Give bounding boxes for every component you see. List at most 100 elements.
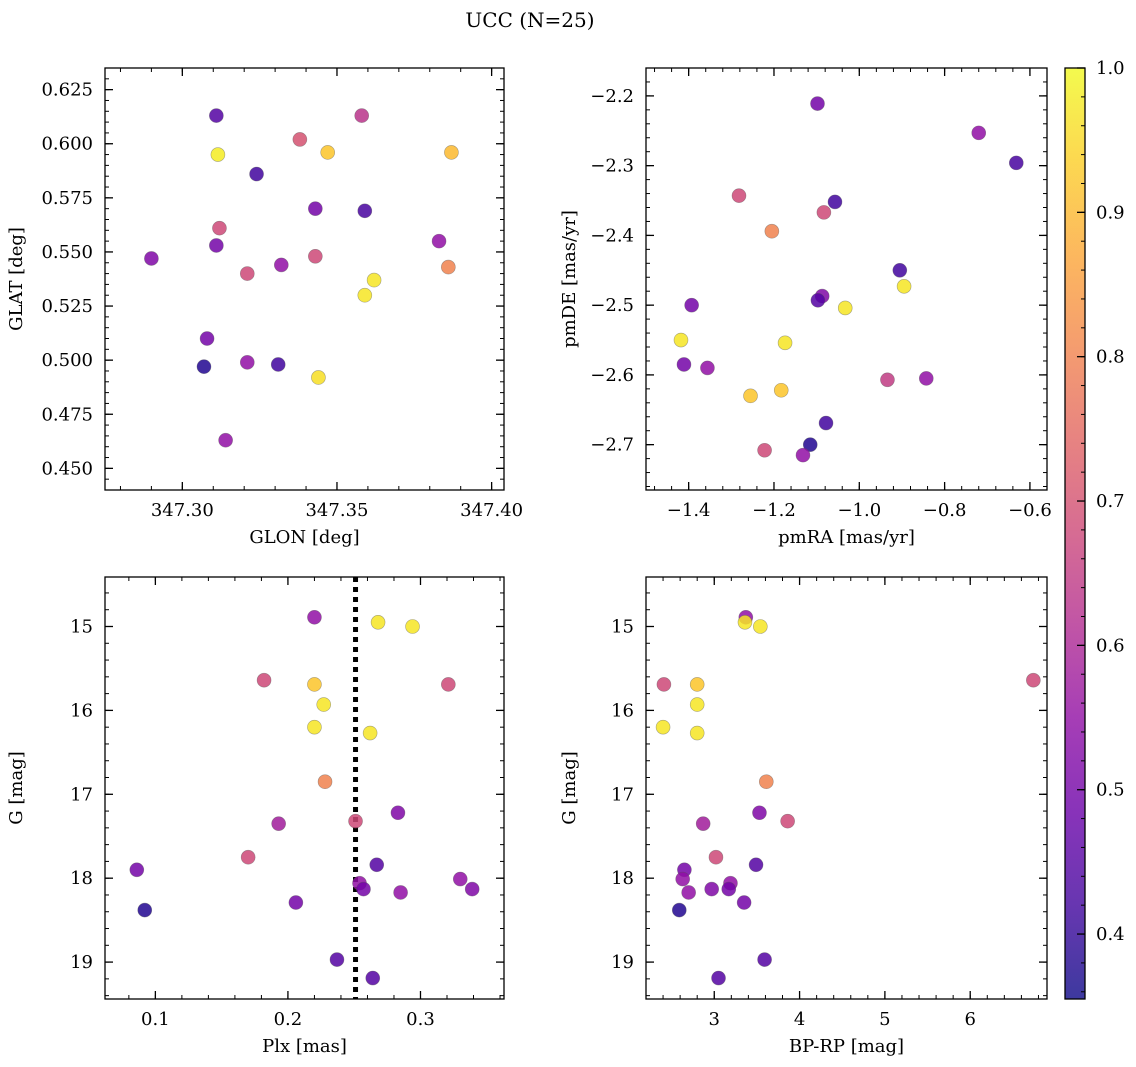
y-tick-label: −2.2: [590, 86, 634, 107]
axes-frame: [645, 67, 1048, 491]
y-tick-label: 19: [70, 952, 93, 973]
axes-frame: [645, 576, 1048, 1000]
y-tick-label: 15: [611, 616, 634, 637]
scatter-point: [288, 895, 304, 910]
y-tick-label: 15: [70, 616, 93, 637]
x-tick-label: 347.30: [151, 500, 214, 521]
scatter-point: [274, 257, 289, 273]
scatter-point: [880, 372, 895, 388]
x-tick-label: 0.2: [274, 1009, 303, 1030]
y-tick-label: 0.625: [41, 80, 93, 101]
scatter-point: [802, 437, 818, 452]
scatter-point: [731, 188, 747, 203]
scatter-point: [210, 147, 226, 162]
scatter-point: [431, 233, 447, 249]
scatter-point: [308, 248, 323, 264]
scatter-point: [689, 677, 705, 692]
scatter-point: [348, 813, 363, 829]
scatter-point: [671, 902, 687, 918]
scatter-point: [365, 970, 381, 986]
scatter-point: [390, 805, 406, 821]
scatter-point: [704, 881, 719, 897]
scatter-point: [795, 447, 811, 463]
scatter-point: [393, 885, 408, 900]
scatter-point: [676, 357, 692, 372]
scatter-point: [317, 774, 333, 790]
scatter-point: [810, 292, 826, 308]
scatter-point: [362, 725, 378, 741]
colorbar-tick-label: 0.7: [1096, 491, 1125, 512]
scatter-point: [1008, 155, 1024, 171]
y-axis-label: G [mag]: [6, 751, 27, 824]
scatter-point: [743, 388, 758, 404]
colorbar: 0.4 0.5 0.6 0.7 0.8 0.9 1.0: [1064, 58, 1125, 1000]
x-axis-label: GLON [deg]: [249, 527, 359, 548]
y-tick-label: 0.575: [41, 188, 93, 209]
x-tick-label: 347.35: [305, 500, 368, 521]
y-tick-label: −2.7: [590, 435, 634, 456]
x-tick-label: −0.6: [1008, 500, 1052, 521]
colorbar-tick-label: 0.8: [1096, 347, 1125, 368]
scatter-point: [753, 619, 768, 634]
y-tick-label: 0.525: [41, 296, 93, 317]
scatter-point: [681, 885, 696, 900]
scatter-point: [441, 259, 456, 275]
scatter-point: [129, 862, 145, 878]
y-tick-label: 16: [611, 700, 634, 721]
scatter-panel-bottom-left: 0.1 0.2 0.3 15 16 17 18 19 Plx [mas] G [mag]: [6, 576, 505, 1057]
scatter-point: [752, 805, 767, 821]
scatter-panel-bottom-right: 3 4 5 6 15 16 17 18 19 BP-RP [mag] G [mag]: [559, 576, 1048, 1057]
figure-title: UCC (N=25): [465, 8, 594, 32]
scatter-point: [307, 609, 322, 625]
scatter-point: [249, 166, 264, 182]
scatter-point: [737, 615, 753, 630]
x-tick-label: −1.0: [837, 500, 881, 521]
scatter-point: [307, 677, 322, 692]
scatter-point: [827, 194, 843, 210]
scatter-point: [137, 902, 153, 918]
scatter-point: [655, 719, 671, 735]
scatter-point: [209, 238, 224, 253]
scatter-point: [675, 871, 690, 887]
y-tick-label: 0.475: [41, 404, 93, 425]
scatter-point: [684, 297, 699, 313]
scatter-point: [810, 96, 825, 111]
scatter-panel-top-right: −1.4 −1.2 −1.0 −0.8 −0.6 −2.7 −2.6 −2.5 −2.4 −2.3…: [559, 67, 1052, 548]
y-tick-label: 0.450: [41, 458, 93, 479]
y-tick-label: 0.600: [41, 134, 93, 155]
scatter-point: [1026, 672, 1041, 688]
scatter-point: [292, 132, 308, 147]
scatter-point: [308, 201, 323, 216]
scatter-point: [818, 415, 834, 431]
scatter-point: [700, 360, 715, 376]
scatter-point: [240, 849, 256, 865]
scatter-point: [366, 272, 382, 288]
scatter-point: [656, 677, 672, 692]
scatter-point: [736, 895, 752, 910]
scatter-point: [271, 816, 286, 831]
scatter-point: [780, 813, 795, 829]
colorbar-tick-label: 1.0: [1096, 58, 1125, 79]
scatter-point: [357, 203, 373, 219]
colorbar-tick-label: 0.9: [1096, 202, 1125, 223]
colorbar-gradient: [1065, 68, 1085, 999]
y-tick-label: 18: [70, 868, 93, 889]
y-tick-label: 16: [70, 700, 93, 721]
scatter-point: [316, 697, 332, 712]
scatter-point: [689, 697, 705, 712]
x-tick-label: 5: [879, 1009, 890, 1030]
y-tick-label: −2.4: [590, 225, 634, 246]
scatter-point: [711, 970, 726, 986]
y-axis-label: G [mag]: [559, 751, 580, 824]
scatter-point: [695, 816, 711, 831]
x-tick-label: −0.8: [923, 500, 967, 521]
scatter-point: [196, 359, 212, 374]
scatter-point: [464, 881, 480, 897]
y-tick-label: 19: [611, 952, 634, 973]
scatter-point: [918, 371, 934, 386]
scatter-point: [441, 677, 456, 692]
axes-frame: [104, 576, 505, 1000]
x-axis-label: Plx [mas]: [262, 1036, 347, 1057]
scatter-point: [370, 615, 386, 630]
